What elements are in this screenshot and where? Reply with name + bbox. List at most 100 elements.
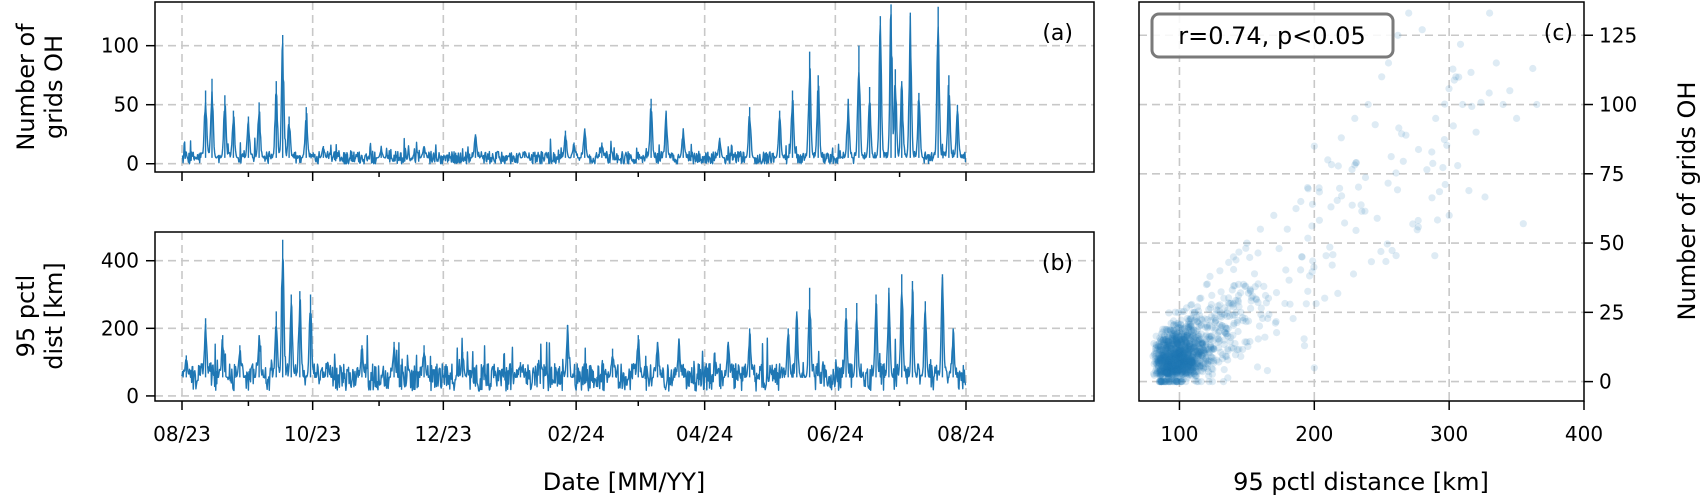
scatter-point xyxy=(1198,378,1205,385)
scatter-point xyxy=(1429,160,1436,167)
panel-c-xlabel: 95 pctl distance [km] xyxy=(1233,468,1489,496)
panel-a-label: (a) xyxy=(1042,21,1073,46)
scatter-point xyxy=(1208,354,1215,361)
scatter-point xyxy=(1428,194,1435,201)
scatter-point xyxy=(1400,158,1407,165)
scatter-point xyxy=(1365,101,1372,108)
scatter-point xyxy=(1243,240,1250,247)
scatter-point xyxy=(1414,226,1421,233)
scatter-point xyxy=(1195,323,1202,330)
scatter-point xyxy=(1442,181,1449,188)
scatter-point xyxy=(1304,184,1311,191)
panel-c-label: (c) xyxy=(1544,21,1573,46)
scatter-point xyxy=(1334,290,1341,297)
correlation-annotation: r=0.74, p<0.05 xyxy=(1152,14,1393,57)
scatter-point xyxy=(1473,129,1480,136)
scatter-point xyxy=(1203,346,1210,353)
scatter-point xyxy=(1230,266,1237,273)
scatter-point xyxy=(1235,249,1242,256)
scatter-point xyxy=(1432,115,1439,122)
scatter-point xyxy=(1191,317,1198,324)
scatter-point xyxy=(1445,85,1452,92)
panel-b-xtick-label: 06/24 xyxy=(807,422,865,446)
scatter-point xyxy=(1282,266,1289,273)
scatter-point xyxy=(1352,227,1359,234)
panel-b-ytick-label: 0 xyxy=(126,384,139,408)
panel-a-frame xyxy=(155,2,1094,172)
scatter-point xyxy=(1156,335,1163,342)
scatter-point xyxy=(1290,315,1297,322)
panel-b-ylabel: 95 pctl dist [km] xyxy=(12,262,68,369)
panel-a-grid xyxy=(155,2,1094,172)
scatter-point xyxy=(1327,203,1334,210)
scatter-point xyxy=(1350,270,1357,277)
scatter-point xyxy=(1182,369,1189,376)
scatter-point xyxy=(1334,197,1341,204)
scatter-point xyxy=(1419,26,1426,33)
panel-c-ytick-label: 100 xyxy=(1599,93,1637,117)
scatter-point xyxy=(1382,258,1389,265)
scatter-point xyxy=(1216,267,1223,274)
scatter-point xyxy=(1257,226,1264,233)
scatter-point xyxy=(1374,215,1381,222)
scatter-point xyxy=(1189,309,1196,316)
scatter-point xyxy=(1156,370,1163,377)
scatter-point xyxy=(1165,378,1172,385)
scatter-point xyxy=(1398,130,1405,137)
panel-c-xtick-label: 300 xyxy=(1430,422,1468,446)
scatter-point xyxy=(1368,258,1375,265)
scatter-point xyxy=(1450,122,1457,129)
scatter-point xyxy=(1297,266,1304,273)
scatter-point xyxy=(1358,208,1365,215)
scatter-point xyxy=(1362,174,1369,181)
scatter-point xyxy=(1235,292,1242,299)
scatter-point xyxy=(1247,287,1254,294)
scatter-point xyxy=(1377,248,1384,255)
scatter-point xyxy=(1335,162,1342,169)
scatter-point xyxy=(1338,134,1345,141)
scatter-point xyxy=(1218,310,1225,317)
scatter-point xyxy=(1200,364,1207,371)
scatter-point xyxy=(1311,143,1318,150)
scatter-point xyxy=(1303,300,1310,307)
scatter-point xyxy=(1235,298,1242,305)
panel-c-ylabel: Number of grids OH xyxy=(1673,82,1701,321)
scatter-point xyxy=(1251,270,1258,277)
scatter-point xyxy=(1481,193,1488,200)
scatter-point xyxy=(1205,372,1212,379)
scatter-point xyxy=(1449,66,1456,73)
scatter-point xyxy=(1198,330,1205,337)
scatter-point xyxy=(1316,217,1323,224)
scatter-point xyxy=(1173,366,1180,373)
scatter-point xyxy=(1304,288,1311,295)
scatter-point xyxy=(1192,373,1199,380)
scatter-point xyxy=(1208,301,1215,308)
scatter-point xyxy=(1243,318,1250,325)
panel-b-xlabel: Date [MM/YY] xyxy=(543,468,706,496)
scatter-point xyxy=(1372,121,1379,128)
scatter-point xyxy=(1392,169,1399,176)
scatter-point xyxy=(1254,249,1261,256)
scatter-point xyxy=(1301,335,1308,342)
scatter-point xyxy=(1273,318,1280,325)
scatter-point xyxy=(1255,280,1262,287)
scatter-point xyxy=(1394,186,1401,193)
scatter-point xyxy=(1388,153,1395,160)
scatter-point xyxy=(1284,226,1291,233)
scatter-point xyxy=(1431,252,1438,259)
scatter-point xyxy=(1351,115,1358,122)
scatter-point xyxy=(1336,185,1343,192)
scatter-point xyxy=(1222,330,1229,337)
scatter-point xyxy=(1313,300,1320,307)
panel-b-xtick-label: 10/23 xyxy=(284,422,342,446)
scatter-point xyxy=(1230,320,1237,327)
scatter-point xyxy=(1428,148,1435,155)
scatter-point xyxy=(1198,315,1205,322)
scatter-point xyxy=(1183,323,1190,330)
